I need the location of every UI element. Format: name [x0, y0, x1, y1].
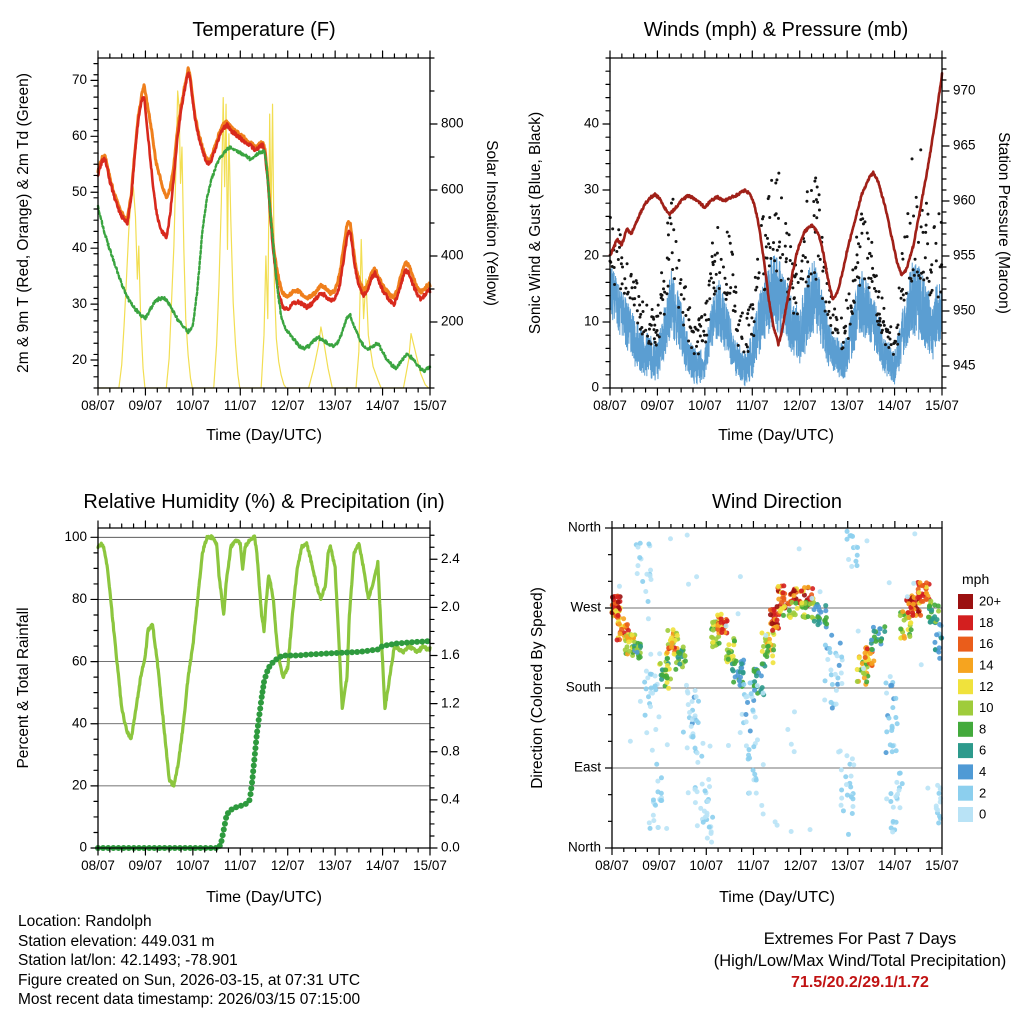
winds-pressure-chart	[512, 0, 1024, 470]
extremes-values: 71.5/20.2/29.1/1.72	[791, 974, 929, 991]
wind-direction-chart	[512, 482, 1024, 916]
temperature-chart	[0, 0, 512, 470]
station-info-line: Location: Randolph	[18, 913, 152, 930]
extremes-subtitle: (High/Low/Max Wind/Total Precipitation)	[713, 952, 1007, 970]
extremes-summary: Extremes For Past 7 Days (High/Low/Max W…	[650, 928, 1024, 994]
station-info-line: Station elevation: 449.031 m	[18, 932, 215, 950]
station-info: Location: Randolph Station elevation: 44…	[18, 912, 360, 1010]
station-info-line: Most recent data timestamp: 2026/03/15 0…	[18, 991, 361, 1008]
extremes-title: Extremes For Past 7 Days	[763, 930, 957, 948]
humidity-precip-chart	[0, 482, 512, 916]
station-info-line: Figure created on Sun, 2026-03-15, at 07…	[18, 971, 361, 989]
station-info-line: Station lat/lon: 42.1493; -78.901	[18, 952, 238, 969]
